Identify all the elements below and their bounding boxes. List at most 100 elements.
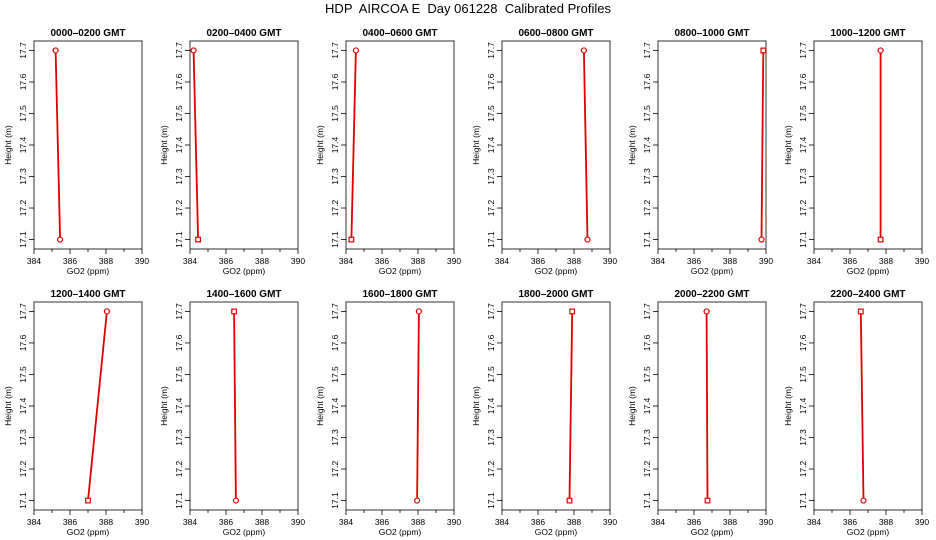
profile-panel-10: 1800–2000 GMT 384 386 388 390 GO2 (ppm) 17.1 17… bbox=[471, 289, 617, 537]
plot-frame bbox=[33, 301, 143, 511]
y-tick-label: 17.3 bbox=[642, 429, 652, 446]
y-tick-label: 17.5 bbox=[174, 105, 184, 122]
plot-frame bbox=[501, 40, 611, 250]
data-point-marker bbox=[566, 497, 573, 504]
y-tick-label: 17.2 bbox=[174, 199, 184, 216]
y-tick-label: 17.6 bbox=[330, 334, 340, 351]
y-tick-label: 17.6 bbox=[174, 73, 184, 90]
x-tick-label: 388 bbox=[99, 256, 113, 266]
y-tick-label: 17.4 bbox=[798, 397, 808, 414]
data-point-marker bbox=[103, 308, 111, 315]
y-tick-label: 17.4 bbox=[18, 397, 28, 414]
x-tick-label: 390 bbox=[135, 517, 149, 527]
x-tick-label: 384 bbox=[183, 517, 197, 527]
y-tick-label: 17.6 bbox=[642, 73, 652, 90]
x-tick-label: 388 bbox=[567, 517, 581, 527]
x-axis-label: GO2 (ppm) bbox=[691, 266, 734, 276]
x-tick-label: 388 bbox=[411, 517, 425, 527]
y-axis-label: Height (m) bbox=[783, 386, 793, 426]
profile-panel-9: 1600–1800 GMT 384 386 388 390 GO2 (ppm) 17.1 17… bbox=[315, 289, 461, 537]
y-tick-label: 17.2 bbox=[330, 199, 340, 216]
y-axis-label: Height (m) bbox=[471, 386, 481, 426]
plot-frame bbox=[189, 301, 299, 511]
y-tick-label: 17.2 bbox=[642, 199, 652, 216]
y-tick-label: 17.1 bbox=[642, 492, 652, 509]
y-axis-label: Height (m) bbox=[627, 386, 637, 426]
y-tick-label: 17.3 bbox=[642, 168, 652, 185]
data-point-marker bbox=[415, 308, 422, 315]
data-point-marker bbox=[704, 497, 711, 504]
x-tick-label: 386 bbox=[375, 517, 389, 527]
x-tick-label: 384 bbox=[339, 517, 353, 527]
profile-line bbox=[416, 311, 420, 501]
y-axis-label: Height (m) bbox=[159, 125, 169, 165]
x-tick-label: 390 bbox=[135, 256, 149, 266]
y-tick-label: 17.3 bbox=[486, 429, 496, 446]
y-tick-label: 17.7 bbox=[798, 42, 808, 59]
y-tick-label: 17.3 bbox=[486, 168, 496, 185]
profile-line bbox=[192, 50, 199, 240]
y-tick-label: 17.6 bbox=[174, 334, 184, 351]
y-tick-label: 17.4 bbox=[642, 136, 652, 153]
x-tick-label: 388 bbox=[879, 517, 893, 527]
y-tick-label: 17.3 bbox=[18, 429, 28, 446]
panel-title: 0600–0800 GMT bbox=[518, 28, 593, 39]
y-tick-label: 17.7 bbox=[486, 303, 496, 320]
x-tick-label: 386 bbox=[843, 517, 857, 527]
x-tick-label: 384 bbox=[495, 517, 509, 527]
plot-frame bbox=[189, 40, 299, 250]
x-tick-label: 390 bbox=[759, 256, 773, 266]
x-tick-label: 386 bbox=[843, 256, 857, 266]
data-point-marker bbox=[190, 47, 197, 54]
y-tick-label: 17.1 bbox=[642, 231, 652, 248]
x-tick-label: 384 bbox=[807, 256, 821, 266]
data-point-marker bbox=[758, 236, 765, 243]
y-tick-label: 17.4 bbox=[486, 136, 496, 153]
profile-panel-6: 1000–1200 GMT 384 386 388 390 GO2 (ppm) 17.1 17… bbox=[783, 28, 929, 276]
panel-title: 1000–1200 GMT bbox=[830, 28, 905, 39]
x-axis-label: GO2 (ppm) bbox=[535, 266, 578, 276]
y-tick-label: 17.1 bbox=[798, 231, 808, 248]
profile-panel-11: 2000–2200 GMT 384 386 388 390 GO2 (ppm) 17.1 17… bbox=[627, 289, 773, 537]
x-axis-label: GO2 (ppm) bbox=[67, 266, 110, 276]
panel-title: 0000–0200 GMT bbox=[50, 28, 125, 39]
plot-frame bbox=[813, 301, 923, 511]
y-tick-label: 17.1 bbox=[798, 492, 808, 509]
x-tick-label: 386 bbox=[375, 256, 389, 266]
x-tick-label: 384 bbox=[183, 256, 197, 266]
y-tick-label: 17.5 bbox=[798, 366, 808, 383]
profile-line bbox=[54, 50, 61, 240]
y-tick-label: 17.5 bbox=[330, 366, 340, 383]
x-tick-label: 388 bbox=[99, 517, 113, 527]
y-axis-label: Height (m) bbox=[471, 125, 481, 165]
y-tick-label: 17.2 bbox=[174, 460, 184, 477]
plot-frame bbox=[33, 40, 143, 250]
x-tick-label: 390 bbox=[603, 256, 617, 266]
y-tick-label: 17.2 bbox=[642, 460, 652, 477]
x-tick-label: 388 bbox=[567, 256, 581, 266]
y-tick-label: 17.7 bbox=[798, 303, 808, 320]
profile-panel-7: 1200–1400 GMT 384 386 388 390 GO2 (ppm) 17.1 17… bbox=[3, 289, 149, 537]
y-tick-label: 17.3 bbox=[330, 168, 340, 185]
profile-line bbox=[233, 311, 237, 501]
profile-line bbox=[859, 311, 865, 501]
x-tick-label: 390 bbox=[759, 517, 773, 527]
y-tick-label: 17.1 bbox=[486, 492, 496, 509]
x-tick-label: 386 bbox=[63, 256, 77, 266]
y-tick-label: 17.5 bbox=[798, 105, 808, 122]
y-tick-label: 17.1 bbox=[330, 231, 340, 248]
panel-title: 1400–1600 GMT bbox=[206, 289, 281, 300]
y-tick-label: 17.4 bbox=[330, 136, 340, 153]
data-point-marker bbox=[56, 236, 64, 243]
x-tick-label: 388 bbox=[411, 256, 425, 266]
x-tick-label: 384 bbox=[651, 517, 665, 527]
x-tick-label: 390 bbox=[915, 256, 929, 266]
y-tick-label: 17.1 bbox=[174, 231, 184, 248]
x-tick-label: 390 bbox=[447, 517, 461, 527]
y-tick-label: 17.6 bbox=[642, 334, 652, 351]
y-tick-label: 17.6 bbox=[18, 73, 28, 90]
profile-line bbox=[583, 50, 589, 240]
y-tick-label: 17.2 bbox=[486, 460, 496, 477]
y-tick-label: 17.1 bbox=[174, 492, 184, 509]
